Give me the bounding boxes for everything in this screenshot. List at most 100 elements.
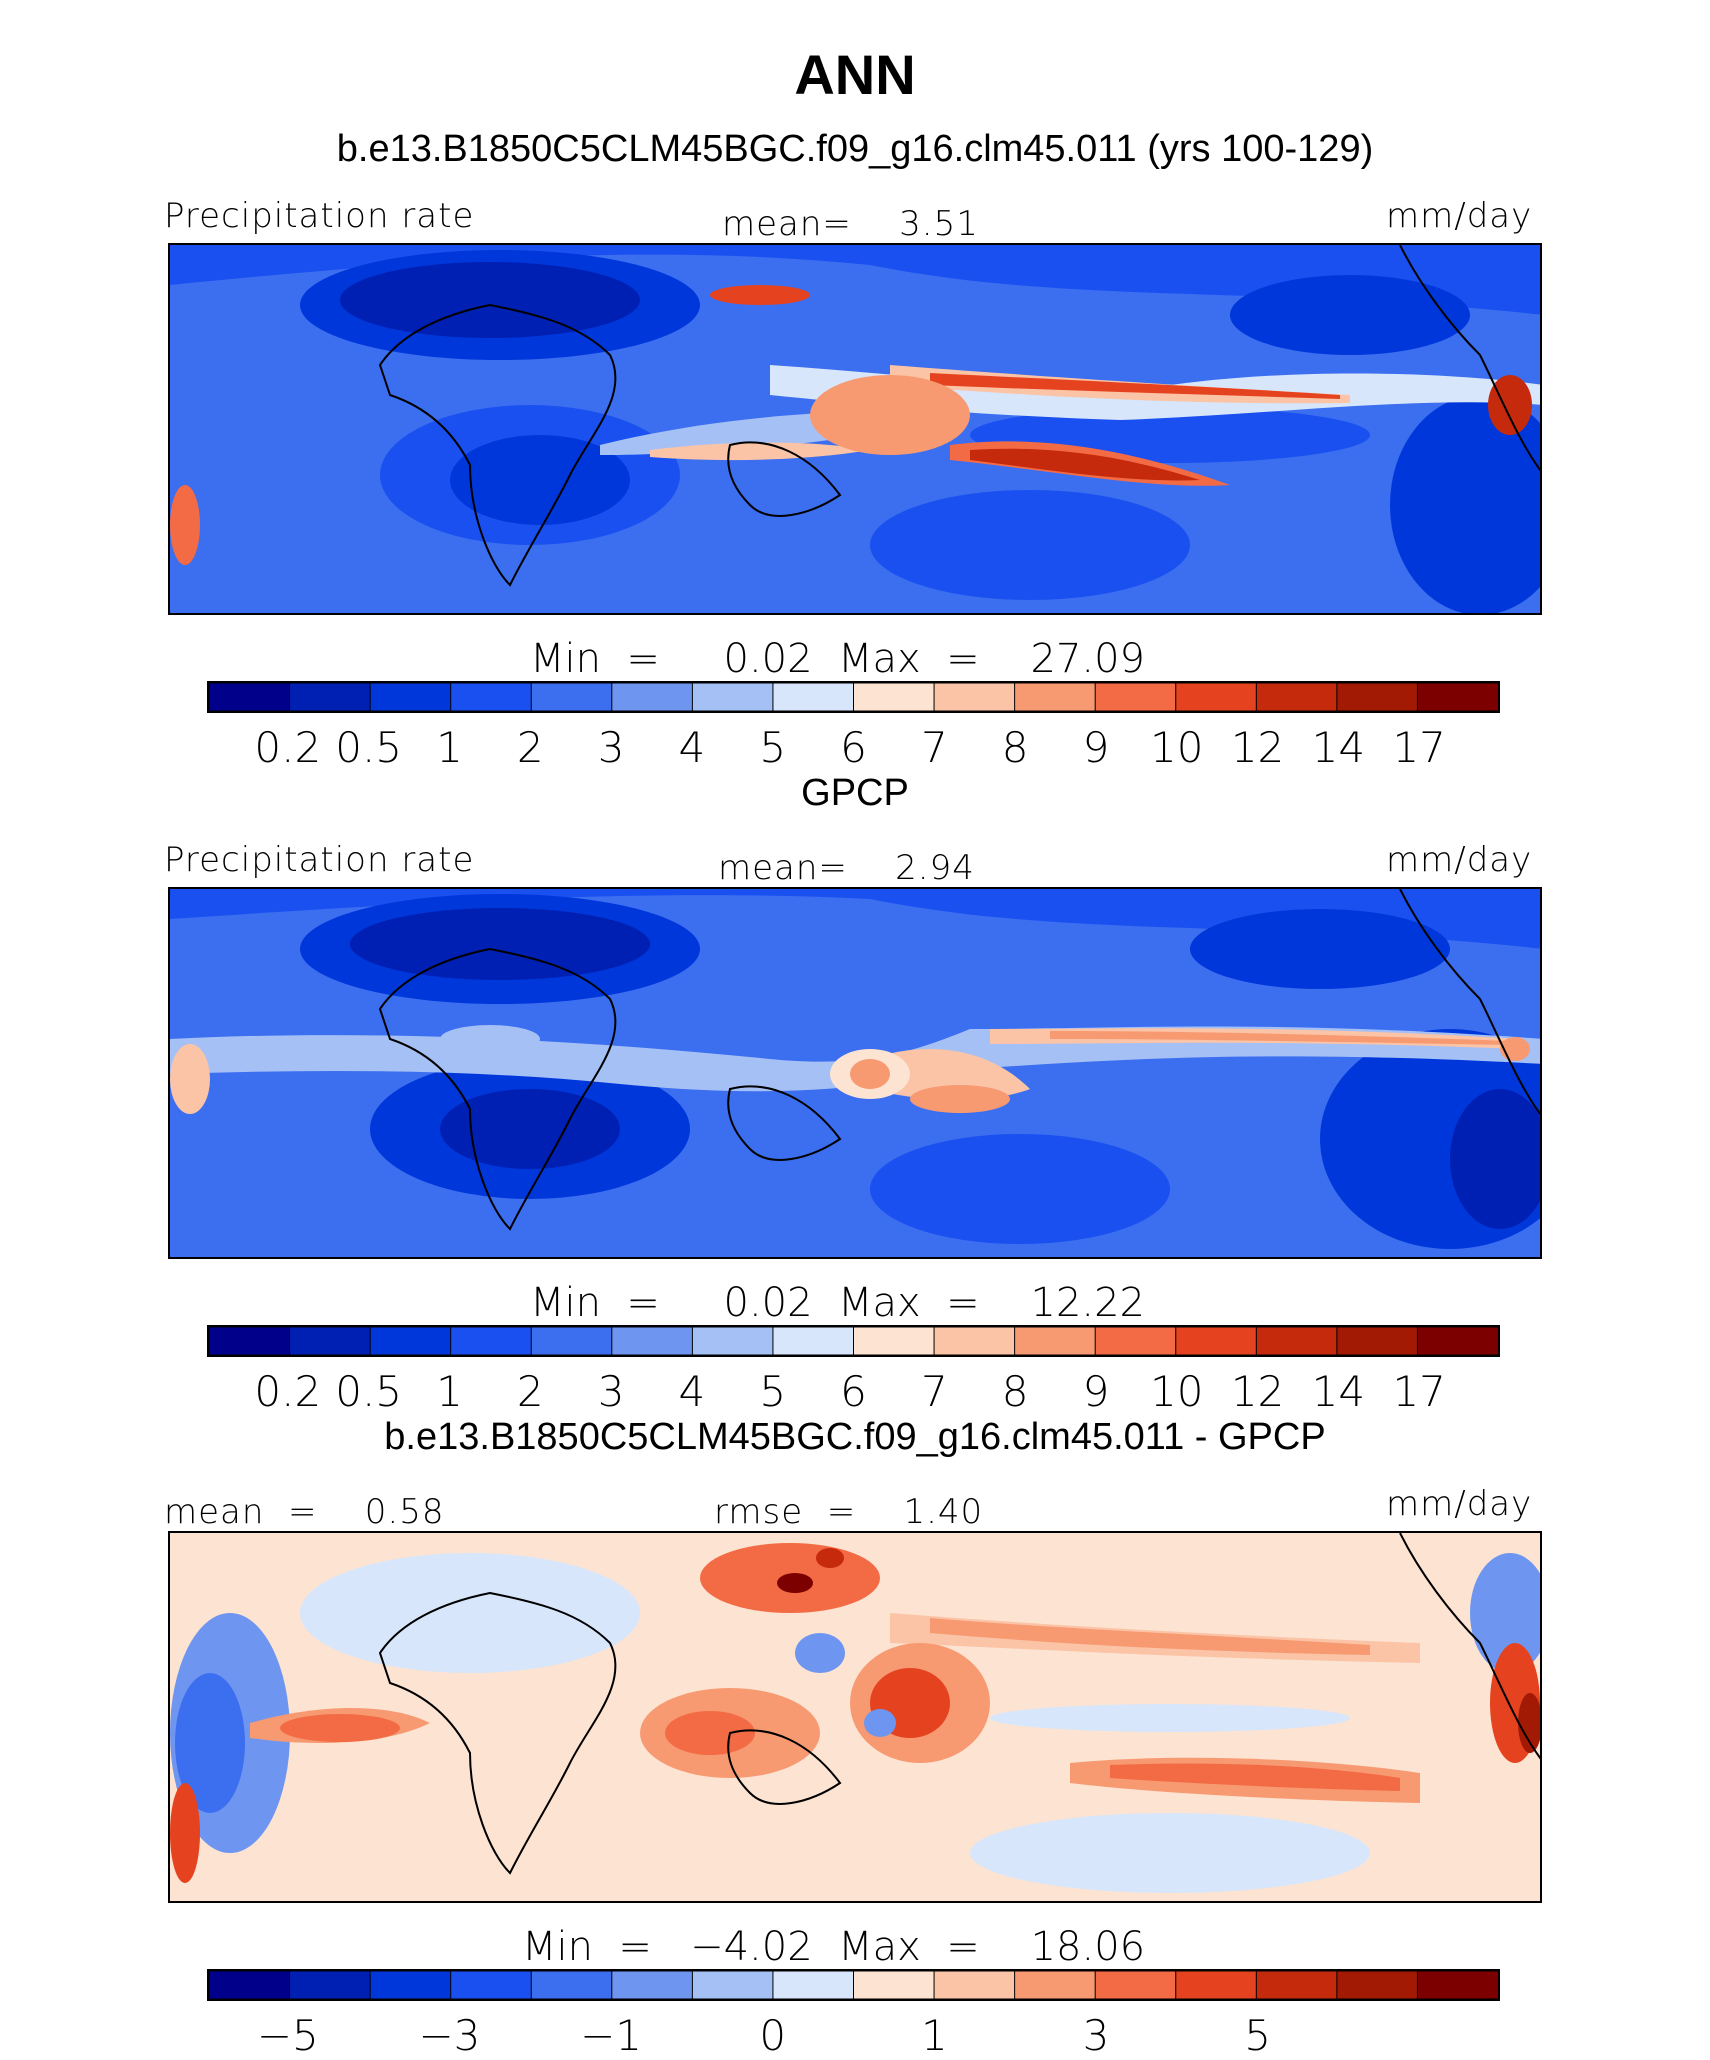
- colorbar-swatch: [1336, 1971, 1419, 1999]
- colorbar-swatch: [853, 683, 936, 711]
- colorbar-tick-label: 1: [436, 1367, 463, 1416]
- colorbar-tick-label: 4: [678, 1367, 706, 1416]
- colorbar-tick-label: 9: [1082, 723, 1110, 772]
- colorbar-tick-label: 0.2: [254, 1367, 322, 1416]
- colorbar-swatch: [369, 1327, 452, 1355]
- colorbar-tick-label: 12: [1230, 1367, 1285, 1416]
- colorbar-swatch: [1094, 1327, 1177, 1355]
- panel3-colorbar: [207, 1969, 1500, 2001]
- colorbar-swatch: [369, 683, 452, 711]
- panel3-units-label: mm/day: [1386, 1484, 1533, 1524]
- panel3-rmse-label: rmse = 1.40: [714, 1492, 984, 1532]
- panel2-colorbar: [207, 1325, 1500, 1357]
- colorbar-swatch: [853, 1327, 936, 1355]
- panel2-heading: GPCP: [801, 772, 909, 814]
- colorbar-tick-label: 5: [759, 723, 787, 772]
- panel1-heading: b.e13.B1850C5CLM45BGC.f09_g16.clm45.011 …: [336, 128, 1374, 170]
- colorbar-tick-label: 14: [1311, 723, 1366, 772]
- colorbar-tick-label: −5: [256, 2011, 319, 2060]
- colorbar-swatch: [1416, 683, 1498, 711]
- colorbar-swatch: [450, 1971, 533, 1999]
- colorbar-tick-label: 5: [1244, 2011, 1271, 2060]
- colorbar-tick-label: 1: [436, 723, 463, 772]
- panel3-minmax: Min = −4.02 Max = 18.06: [522, 1924, 1146, 1970]
- colorbar-swatch: [1255, 1971, 1338, 1999]
- colorbar-swatch: [611, 1327, 694, 1355]
- panel1-map: [168, 243, 1542, 615]
- panel2-left-label: Precipitation rate: [164, 840, 475, 880]
- colorbar-tick-label: 4: [678, 723, 706, 772]
- panel3-map: [168, 1531, 1542, 1903]
- panel1-units-label: mm/day: [1386, 196, 1533, 236]
- colorbar-swatch: [1336, 683, 1419, 711]
- colorbar-tick-label: −3: [418, 2011, 481, 2060]
- colorbar-swatch: [1094, 683, 1177, 711]
- colorbar-tick-label: 6: [840, 723, 867, 772]
- colorbar-swatch: [289, 1971, 372, 1999]
- colorbar-swatch: [933, 1327, 1016, 1355]
- colorbar-swatch: [611, 1971, 694, 1999]
- panel2-map: [168, 887, 1542, 1259]
- colorbar-swatch: [1416, 1327, 1498, 1355]
- colorbar-swatch: [209, 1327, 291, 1355]
- colorbar-swatch: [209, 1971, 291, 1999]
- colorbar-swatch: [933, 683, 1016, 711]
- colorbar-swatch: [1255, 683, 1338, 711]
- colorbar-swatch: [450, 683, 533, 711]
- colorbar-tick-label: −1: [580, 2011, 643, 2060]
- colorbar-tick-label: 17: [1392, 723, 1446, 772]
- colorbar-tick-label: 12: [1230, 723, 1285, 772]
- colorbar-swatch: [530, 1971, 613, 1999]
- colorbar-tick-label: 0.5: [335, 723, 403, 772]
- colorbar-swatch: [530, 1327, 613, 1355]
- panel2-mean-label: mean= 2.94: [718, 848, 975, 888]
- colorbar-tick-label: 17: [1392, 1367, 1446, 1416]
- colorbar-tick-label: 2: [516, 1367, 544, 1416]
- colorbar-tick-label: 5: [759, 1367, 787, 1416]
- colorbar-tick-label: 8: [1001, 1367, 1029, 1416]
- colorbar-swatch: [1175, 683, 1258, 711]
- colorbar-swatch: [289, 683, 372, 711]
- colorbar-swatch: [209, 683, 291, 711]
- colorbar-tick-label: 3: [597, 1367, 625, 1416]
- panel2-units-label: mm/day: [1386, 840, 1533, 880]
- colorbar-tick-label: 7: [920, 723, 948, 772]
- panel1-minmax: Min = 0.02 Max = 27.09: [530, 636, 1145, 682]
- colorbar-swatch: [1175, 1971, 1258, 1999]
- colorbar-tick-label: 0.2: [254, 723, 322, 772]
- colorbar-swatch: [1094, 1971, 1177, 1999]
- colorbar-tick-label: 14: [1311, 1367, 1366, 1416]
- colorbar-tick-label: 0: [759, 2011, 787, 2060]
- panel1-mean-label: mean= 3.51: [722, 204, 979, 244]
- panel3-mean-label: mean = 0.58: [164, 1492, 445, 1532]
- colorbar-tick-label: 7: [920, 1367, 948, 1416]
- colorbar-tick-label: 6: [840, 1367, 867, 1416]
- colorbar-swatch: [691, 1327, 774, 1355]
- figure-title: ANN: [794, 43, 916, 106]
- colorbar-tick-label: 10: [1150, 723, 1204, 772]
- colorbar-swatch: [369, 1971, 452, 1999]
- colorbar-swatch: [1014, 1327, 1097, 1355]
- colorbar-swatch: [1014, 1971, 1097, 1999]
- colorbar-tick-label: 3: [597, 723, 625, 772]
- colorbar-swatch: [289, 1327, 372, 1355]
- colorbar-swatch: [691, 1971, 774, 1999]
- colorbar-tick-label: 3: [1082, 2011, 1110, 2060]
- colorbar-tick-label: 10: [1150, 1367, 1204, 1416]
- colorbar-swatch: [772, 1327, 855, 1355]
- colorbar-tick-label: 1: [920, 2011, 948, 2060]
- colorbar-swatch: [1416, 1971, 1498, 1999]
- colorbar-swatch: [772, 1971, 855, 1999]
- colorbar-swatch: [1336, 1327, 1419, 1355]
- colorbar-tick-label: 9: [1082, 1367, 1110, 1416]
- colorbar-tick-label: 8: [1001, 723, 1029, 772]
- colorbar-swatch: [1175, 1327, 1258, 1355]
- colorbar-swatch: [933, 1971, 1016, 1999]
- panel2-minmax: Min = 0.02 Max = 12.22: [530, 1280, 1145, 1326]
- colorbar-swatch: [853, 1971, 936, 1999]
- colorbar-swatch: [611, 683, 694, 711]
- panel3-heading: b.e13.B1850C5CLM45BGC.f09_g16.clm45.011 …: [384, 1416, 1326, 1458]
- colorbar-swatch: [1014, 683, 1097, 711]
- colorbar-swatch: [530, 683, 613, 711]
- colorbar-tick-label: 2: [516, 723, 544, 772]
